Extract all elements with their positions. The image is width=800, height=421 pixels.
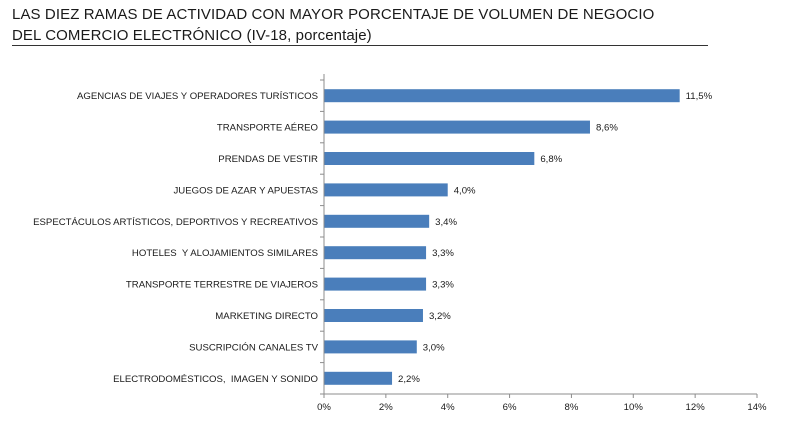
category-label: HOTELES Y ALOJAMIENTOS SIMILARES — [132, 248, 318, 259]
x-tick-label: 0% — [317, 402, 331, 413]
chart-title-line-2: DEL COMERCIO ELECTRÓNICO (IV-18, porcent… — [12, 27, 372, 44]
category-label: PRENDAS DE VESTIR — [218, 154, 318, 165]
x-tick-label: 14% — [747, 402, 767, 413]
value-label: 3,0% — [423, 342, 445, 353]
x-tick-label: 12% — [686, 402, 706, 413]
category-label: JUEGOS DE AZAR Y APUESTAS — [174, 185, 319, 196]
category-label: SUSCRIPCIÓN CANALES TV — [189, 342, 318, 353]
value-label: 3,3% — [432, 280, 454, 291]
bar — [324, 214, 430, 228]
chart-title-line-1: LAS DIEZ RAMAS DE ACTIVIDAD CON MAYOR PO… — [12, 6, 655, 23]
category-label: TRANSPORTE AÉREO — [217, 123, 318, 134]
bar — [324, 340, 417, 354]
x-tick-label: 4% — [441, 402, 455, 413]
value-label: 3,2% — [429, 311, 451, 322]
bar — [324, 371, 393, 385]
category-label: TRANSPORTE TERRESTRE DE VIAJEROS — [126, 280, 318, 291]
title-underline — [12, 45, 708, 46]
bar — [324, 89, 680, 103]
value-labels-group: 11,5% 8,6% 6,8% 4,0% 3,4% 3,3% 3,3% 3,2% 3,0% 2,2… — [398, 91, 713, 385]
bar — [324, 183, 448, 197]
bar — [324, 152, 535, 165]
category-labels-group: AGENCIAS DE VIAJES Y OPERADORES TURÍSTIC… — [33, 91, 318, 385]
value-label: 6,8% — [540, 154, 562, 165]
bar — [324, 120, 590, 134]
category-label: AGENCIAS DE VIAJES Y OPERADORES TURÍSTIC… — [77, 91, 318, 102]
value-label: 3,3% — [432, 248, 454, 259]
category-label: MARKETING DIRECTO — [215, 311, 318, 322]
bar — [324, 309, 423, 322]
value-label: 11,5% — [686, 91, 713, 102]
value-label: 2,2% — [398, 374, 420, 385]
x-ticks-group: 0% 2% 4% 6% 8% 10% 12% 14% — [317, 394, 767, 413]
chart-title: LAS DIEZ RAMAS DE ACTIVIDAD CON MAYOR PO… — [12, 4, 712, 46]
x-tick-label: 10% — [624, 402, 644, 413]
x-tick-label: 8% — [564, 402, 578, 413]
value-label: 3,4% — [435, 217, 457, 228]
category-label: ELECTRODOMÉSTICOS, IMAGEN Y SONIDO — [113, 374, 318, 385]
x-tick-label: 6% — [503, 402, 517, 413]
value-label: 8,6% — [596, 123, 618, 134]
bar — [324, 246, 427, 260]
category-label: ESPECTÁCULOS ARTÍSTICOS, DEPORTIVOS Y RE… — [33, 217, 318, 228]
value-label: 4,0% — [454, 185, 476, 196]
bar — [324, 277, 427, 291]
axes-group — [320, 74, 757, 395]
bars-group — [324, 89, 680, 385]
x-tick-label: 2% — [379, 402, 393, 413]
